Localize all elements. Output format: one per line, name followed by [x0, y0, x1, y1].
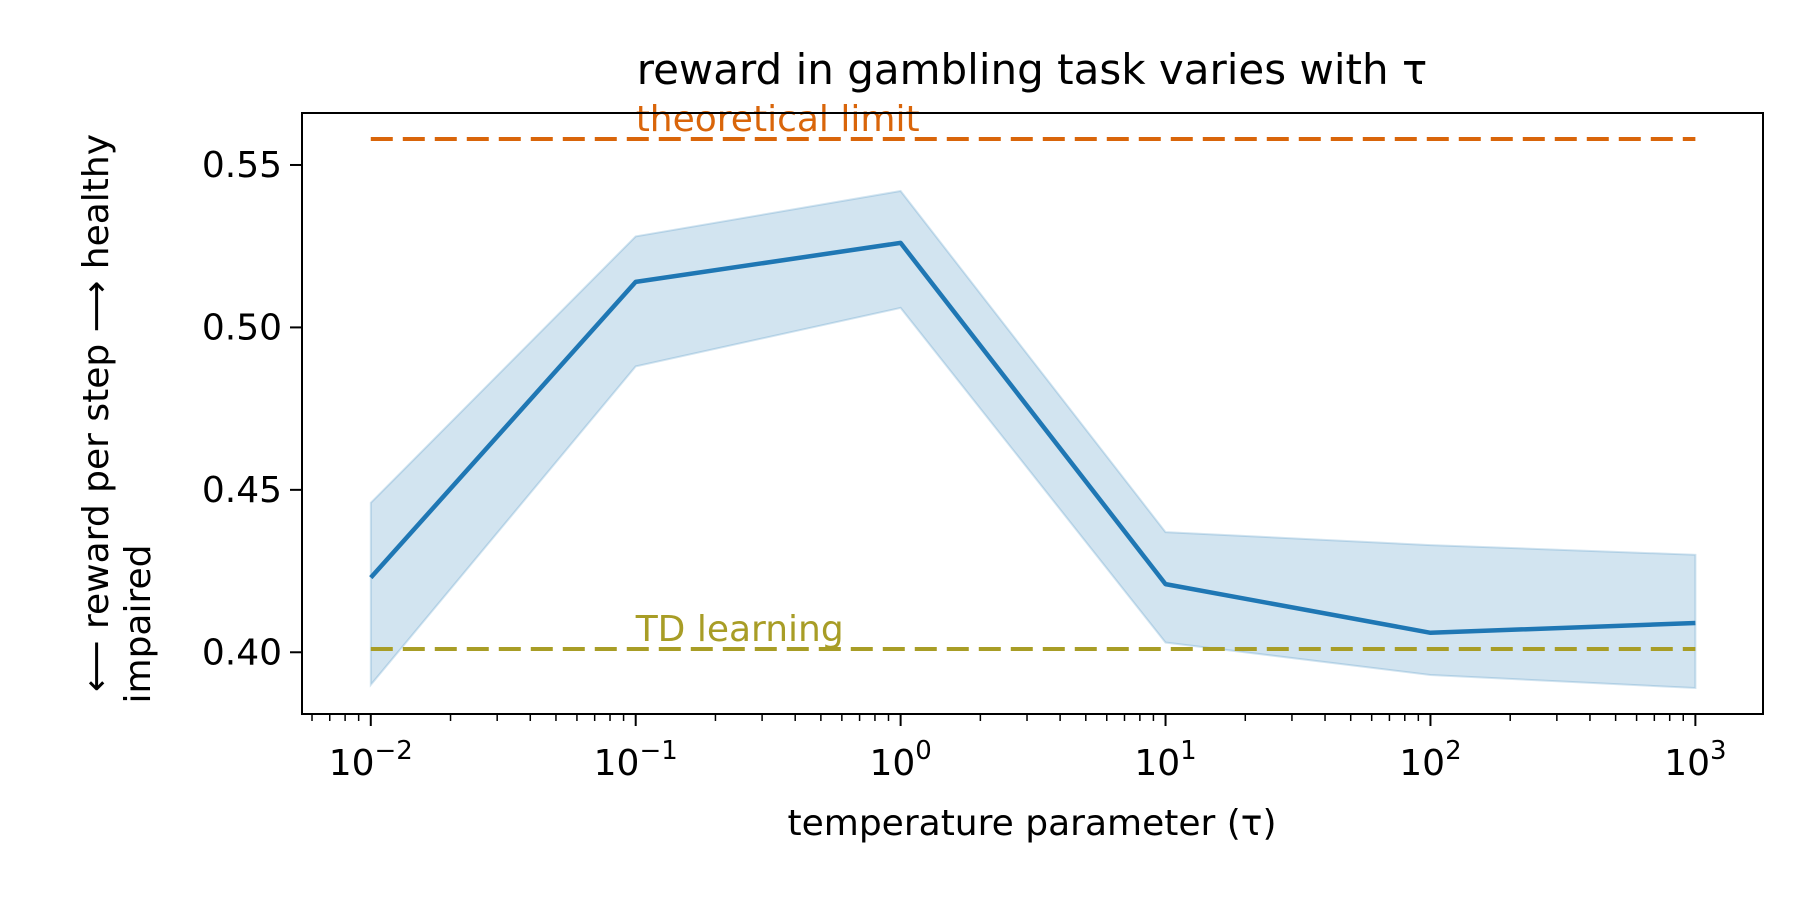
y-axis-label-line1: ⟵ reward per step ⟶ healthy: [76, 134, 117, 692]
x-tick-label: 10−1: [594, 736, 678, 784]
y-axis-label: ⟵ reward per step ⟶ healthy impaired: [76, 134, 159, 704]
y-axis-label-line2: impaired: [118, 545, 159, 704]
x-axis-label: temperature parameter (τ): [788, 803, 1277, 844]
y-tick-label: 0.40: [202, 632, 282, 673]
x-tick-label: 100: [869, 736, 931, 784]
x-tick-label: 101: [1134, 736, 1196, 784]
x-tick-label: 103: [1664, 736, 1726, 784]
chart-title: reward in gambling task varies with τ: [637, 45, 1428, 94]
series-line: [369, 240, 1696, 636]
confidence-band: [369, 189, 1697, 690]
plot-frame: [301, 112, 1764, 715]
y-tick-label: 0.50: [202, 307, 282, 348]
y-tick-label: 0.45: [202, 470, 282, 511]
y-tick-label: 0.55: [202, 145, 282, 186]
x-tick-label: 102: [1399, 736, 1461, 784]
reference-line-label-1: TD learning: [635, 609, 844, 650]
reference-line-label-0: theoretical limit: [636, 99, 920, 140]
x-tick-label: 10−2: [329, 736, 413, 784]
